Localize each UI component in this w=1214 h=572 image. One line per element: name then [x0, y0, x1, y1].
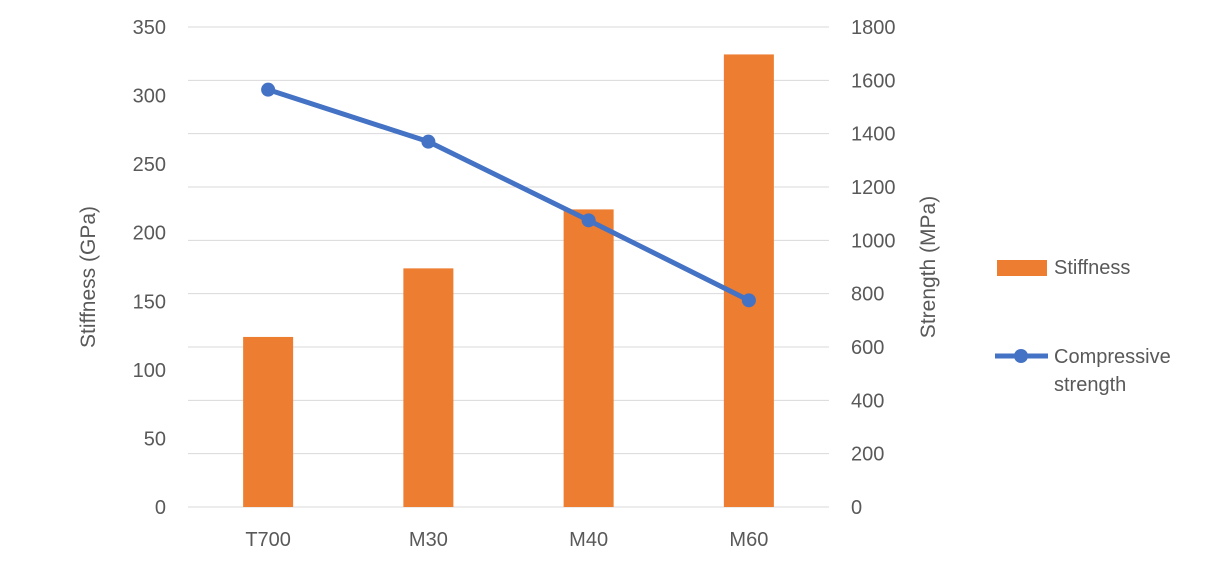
x-tick-label: T700	[245, 529, 291, 551]
legend-label-compressive-line2: strength	[1054, 374, 1126, 396]
left-tick-label: 150	[133, 291, 166, 313]
left-tick-label: 50	[144, 428, 166, 450]
line-point	[421, 134, 436, 149]
right-axis-title: Strength (MPa)	[917, 196, 940, 338]
left-axis-title: Stiffness (GPa)	[77, 206, 100, 348]
right-tick-label: 200	[851, 444, 884, 466]
legend-swatch-stiffness	[997, 260, 1047, 276]
left-tick-label: 350	[133, 17, 166, 39]
left-tick-label: 300	[133, 86, 166, 108]
legend-swatch-marker	[1014, 349, 1028, 363]
right-axis-ticks: 0 200 400 600 800 1000 1200 1400 1600 1800	[851, 17, 896, 519]
x-tick-label: M40	[569, 529, 608, 551]
right-tick-label: 800	[851, 284, 884, 306]
line-path	[265, 87, 752, 303]
gridlines	[188, 26, 829, 508]
right-tick-label: 600	[851, 337, 884, 359]
right-tick-label: 400	[851, 390, 884, 412]
x-tick-label: M60	[729, 529, 768, 551]
x-tick-label: M30	[409, 529, 448, 551]
left-tick-label: 200	[133, 223, 166, 245]
left-tick-label: 100	[133, 360, 166, 382]
right-tick-label: 1400	[851, 124, 896, 146]
bars-stiffness	[243, 54, 774, 508]
line-point	[741, 293, 756, 308]
bar-stiffness	[403, 268, 454, 507]
line-point	[261, 82, 276, 97]
bar-stiffness	[243, 336, 294, 507]
right-tick-label: 1600	[851, 70, 896, 92]
line-point	[581, 213, 596, 228]
x-axis-ticks: T700 M30 M40 M60	[245, 529, 768, 551]
right-tick-label: 0	[851, 497, 862, 519]
right-tick-label: 1800	[851, 17, 896, 39]
left-tick-label: 250	[133, 154, 166, 176]
left-tick-label: 0	[155, 497, 166, 519]
legend-label-stiffness: Stiffness	[1054, 257, 1130, 279]
left-axis-ticks: 0 50 100 150 200 250 300 350	[133, 17, 166, 519]
right-tick-label: 1200	[851, 177, 896, 199]
bar-stiffness	[723, 54, 774, 508]
legend: Stiffness Compressive strength	[995, 257, 1171, 396]
right-tick-label: 1000	[851, 230, 896, 252]
bar-stiffness	[563, 209, 614, 507]
line-compressive-strength	[261, 82, 756, 308]
legend-label-compressive-line1: Compressive	[1054, 346, 1171, 368]
